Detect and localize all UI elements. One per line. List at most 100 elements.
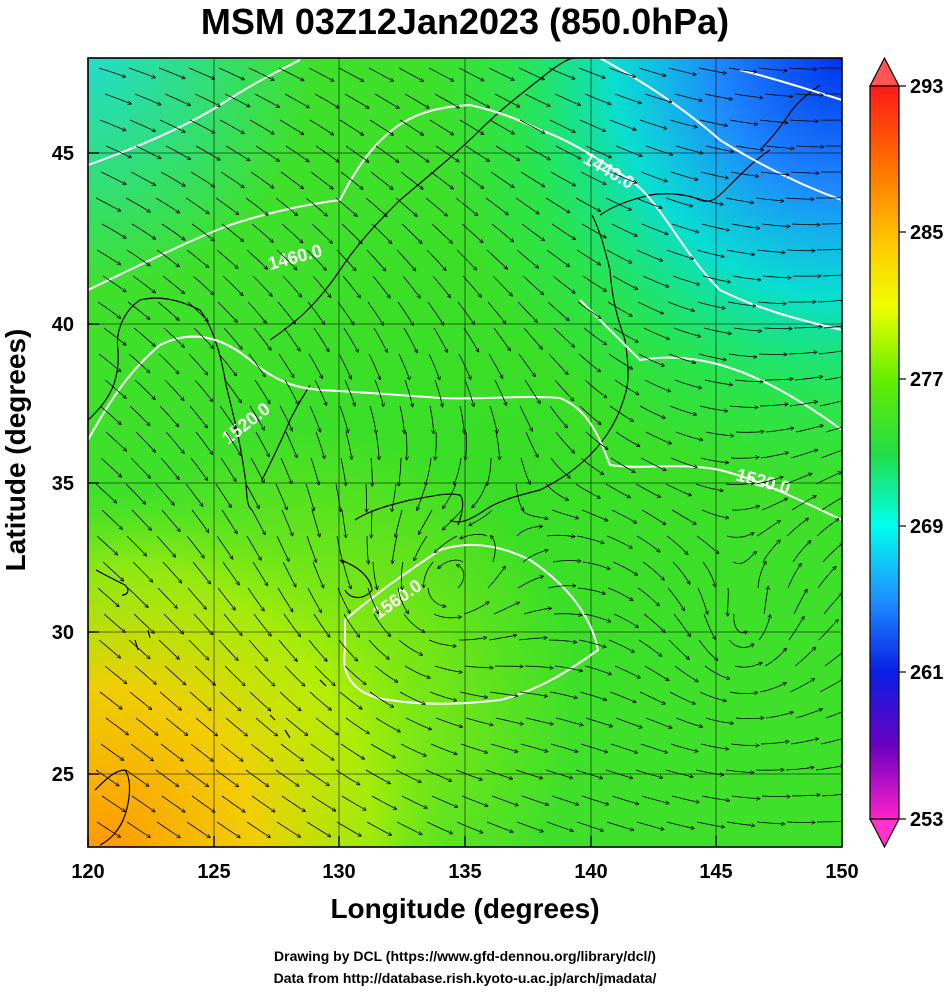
streamline xyxy=(185,769,209,787)
streamline xyxy=(671,223,699,232)
streamline xyxy=(584,665,612,675)
streamline xyxy=(731,223,760,228)
streamline xyxy=(465,431,466,460)
streamline xyxy=(703,327,731,334)
streamline xyxy=(523,327,542,349)
streamline xyxy=(188,639,209,660)
streamline xyxy=(246,249,267,269)
streamline xyxy=(524,93,550,106)
streamline xyxy=(824,652,842,667)
streamline xyxy=(825,711,842,719)
streamline xyxy=(461,223,483,243)
x-tick-label: 135 xyxy=(448,861,481,883)
streamline xyxy=(193,327,213,348)
streamline xyxy=(343,327,358,352)
streamline xyxy=(195,717,218,736)
streamline xyxy=(431,795,458,807)
streamline xyxy=(335,197,357,216)
streamline xyxy=(576,535,604,543)
streamline xyxy=(130,171,156,185)
streamline xyxy=(520,171,545,187)
streamline xyxy=(105,145,131,158)
streamline xyxy=(734,379,763,382)
streamline xyxy=(190,743,213,761)
streamline xyxy=(375,717,400,732)
streamline xyxy=(521,795,549,805)
streamline xyxy=(549,405,568,428)
streamline xyxy=(156,821,180,838)
streamline xyxy=(788,616,804,641)
streamline xyxy=(524,665,553,668)
streamline xyxy=(580,743,608,752)
streamline xyxy=(790,450,818,459)
streamline xyxy=(636,249,663,261)
streamline xyxy=(705,717,733,724)
streamline xyxy=(400,743,426,756)
streamline xyxy=(612,561,638,575)
axis-ticks xyxy=(87,152,843,847)
streamline xyxy=(765,379,793,380)
streamline xyxy=(493,327,510,351)
streamline xyxy=(764,648,786,667)
temperature-field: 1440.0 1460.0 1520.0 1520.0 1560.0 xyxy=(88,58,842,847)
streamline xyxy=(434,665,462,672)
streamline xyxy=(374,93,399,108)
streamline xyxy=(250,457,264,483)
streamline xyxy=(430,743,457,754)
streamline xyxy=(642,561,664,580)
streamline xyxy=(644,379,671,392)
streamline xyxy=(190,457,208,481)
streamline xyxy=(96,821,121,837)
x-tick-label: 120 xyxy=(71,861,104,883)
streamline xyxy=(824,376,842,381)
streamline xyxy=(438,559,464,569)
streamline xyxy=(550,743,578,752)
streamline xyxy=(341,795,366,810)
streamline xyxy=(396,249,416,271)
streamline xyxy=(339,405,348,433)
streamline xyxy=(283,613,300,637)
streamline xyxy=(188,353,208,375)
streamline xyxy=(765,712,793,719)
streamline xyxy=(551,795,579,805)
streamline xyxy=(155,483,174,505)
streamline xyxy=(817,821,842,822)
streamline xyxy=(519,119,545,133)
streamline xyxy=(525,145,550,160)
colorbar-tick-label: 277 xyxy=(910,369,943,391)
streamline xyxy=(157,587,177,608)
streamline xyxy=(341,223,362,244)
streamline xyxy=(165,145,191,159)
streamline xyxy=(161,509,180,531)
streamline xyxy=(581,795,609,805)
streamline xyxy=(551,223,575,239)
streamline xyxy=(186,249,209,268)
streamline xyxy=(671,795,699,802)
streamline xyxy=(819,400,842,407)
streamline xyxy=(578,639,606,647)
streamline xyxy=(491,223,514,242)
streamline xyxy=(823,325,842,329)
streamline xyxy=(822,274,842,277)
streamline xyxy=(281,223,303,243)
streamline xyxy=(757,301,786,304)
streamline xyxy=(756,821,785,824)
streamline xyxy=(575,769,603,779)
streamline xyxy=(549,691,577,698)
streamline xyxy=(219,405,236,429)
streamline xyxy=(98,639,121,658)
streamline xyxy=(97,587,119,607)
streamline xyxy=(699,119,727,126)
streamline xyxy=(371,795,397,809)
streamline xyxy=(102,561,124,581)
streamline xyxy=(665,483,691,496)
streamline xyxy=(757,561,766,589)
streamline xyxy=(442,509,463,530)
streamline xyxy=(99,405,121,425)
streamline xyxy=(494,666,523,667)
streamline xyxy=(546,821,573,831)
streamline xyxy=(494,93,520,107)
streamline xyxy=(248,639,268,661)
streamline xyxy=(224,379,241,403)
streamline xyxy=(704,379,733,385)
